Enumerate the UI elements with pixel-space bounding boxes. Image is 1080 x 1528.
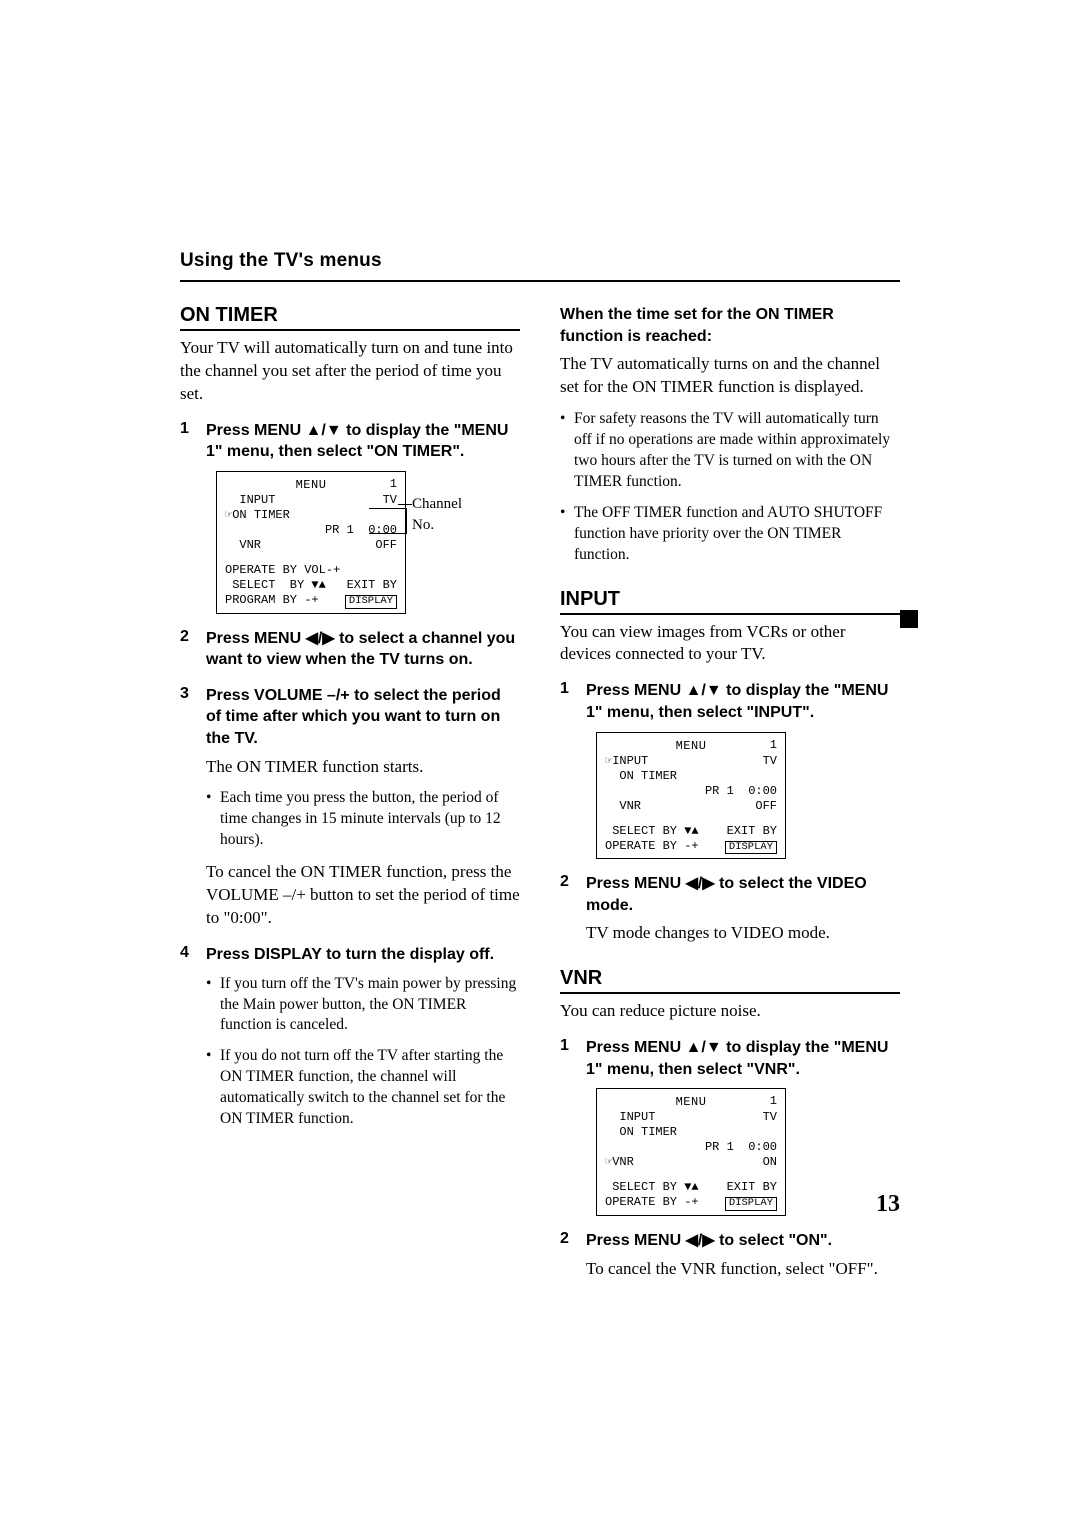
step-2-text: Press MENU ◀/▶ to select a channel you w… bbox=[206, 628, 520, 671]
osd-1-callout: Channel No. bbox=[412, 494, 462, 536]
breadcrumb-title: Using the TV's menus bbox=[180, 250, 900, 282]
step-number: 3 bbox=[180, 685, 194, 750]
step-number: 1 bbox=[180, 420, 194, 463]
on-timer-intro: Your TV will automatically turn on and t… bbox=[180, 337, 520, 406]
input-step-2: 2 Press MENU ◀/▶ to select the VIDEO mod… bbox=[560, 873, 900, 916]
bullet: The OFF TIMER function and AUTO SHUTOFF … bbox=[560, 503, 900, 566]
vnr-step-1: 1 Press MENU ▲/▼ to display the "MENU 1"… bbox=[560, 1037, 900, 1080]
step-2: 2 Press MENU ◀/▶ to select a channel you… bbox=[180, 628, 520, 671]
bullet: If you do not turn off the TV after star… bbox=[206, 1046, 520, 1130]
step-3-body2: To cancel the ON TIMER function, press t… bbox=[206, 861, 520, 930]
heading-rule bbox=[180, 329, 520, 331]
osd-2-num: 1 bbox=[770, 738, 777, 753]
step-number: 1 bbox=[560, 1037, 574, 1080]
bullet: For safety reasons the TV will automatic… bbox=[560, 409, 900, 493]
vnr-step-2-text: Press MENU ◀/▶ to select "ON". bbox=[586, 1230, 832, 1252]
osd-1-title: MENU bbox=[225, 478, 397, 493]
page-container: Using the TV's menus ON TIMER Your TV wi… bbox=[0, 0, 1080, 1350]
step-4-bullets: If you turn off the TV's main power by p… bbox=[206, 974, 520, 1130]
display-box: DISPLAY bbox=[725, 841, 777, 855]
display-box: DISPLAY bbox=[345, 595, 397, 609]
step-1-text: Press MENU ▲/▼ to display the "MENU 1" m… bbox=[206, 420, 520, 463]
heading-rule bbox=[560, 992, 900, 994]
when-body: The TV automatically turns on and the ch… bbox=[560, 353, 900, 399]
osd-1-wrap: 1 MENU INPUTTV ☞ON TIMER PR 1 0:00 VNROF… bbox=[216, 471, 520, 614]
input-intro: You can view images from VCRs or other d… bbox=[560, 621, 900, 667]
step-number: 2 bbox=[180, 628, 194, 671]
columns: ON TIMER Your TV will automatically turn… bbox=[180, 304, 900, 1290]
step-number: 2 bbox=[560, 1230, 574, 1252]
input-step-1: 1 Press MENU ▲/▼ to display the "MENU 1"… bbox=[560, 680, 900, 723]
vnr-intro: You can reduce picture noise. bbox=[560, 1000, 900, 1023]
step-4-text: Press DISPLAY to turn the display off. bbox=[206, 944, 494, 966]
page-tab-icon bbox=[900, 610, 918, 628]
osd-1: 1 MENU INPUTTV ☞ON TIMER PR 1 0:00 VNROF… bbox=[216, 471, 406, 614]
step-4: 4 Press DISPLAY to turn the display off. bbox=[180, 944, 520, 966]
bullet: Each time you press the button, the peri… bbox=[206, 788, 520, 851]
vnr-step-2: 2 Press MENU ◀/▶ to select "ON". bbox=[560, 1230, 900, 1252]
heading-on-timer: ON TIMER bbox=[180, 304, 520, 327]
osd-1-num: 1 bbox=[390, 477, 397, 492]
input-step-1-text: Press MENU ▲/▼ to display the "MENU 1" m… bbox=[586, 680, 900, 723]
vnr-step-2-body: To cancel the VNR function, select "OFF"… bbox=[586, 1258, 900, 1281]
osd-3: 1 MENU INPUTTV ON TIMER PR 1 0:00 ☞VNRON… bbox=[596, 1088, 786, 1216]
osd-3-wrap: 1 MENU INPUTTV ON TIMER PR 1 0:00 ☞VNRON… bbox=[596, 1088, 900, 1216]
right-column: When the time set for the ON TIMER funct… bbox=[560, 304, 900, 1290]
heading-vnr: VNR bbox=[560, 967, 900, 990]
display-box: DISPLAY bbox=[725, 1197, 777, 1211]
input-step-2-body: TV mode changes to VIDEO mode. bbox=[586, 922, 900, 945]
heading-rule bbox=[560, 613, 900, 615]
osd-2-wrap: 1 MENU ☞INPUTTV ON TIMER PR 1 0:00 VNROF… bbox=[596, 732, 900, 860]
step-3-text: Press VOLUME –/+ to select the period of… bbox=[206, 685, 520, 750]
osd-2-title: MENU bbox=[605, 739, 777, 754]
when-bullets: For safety reasons the TV will automatic… bbox=[560, 409, 900, 565]
vnr-step-1-text: Press MENU ▲/▼ to display the "MENU 1" m… bbox=[586, 1037, 900, 1080]
step-3-body: The ON TIMER function starts. bbox=[206, 756, 520, 779]
heading-input: INPUT bbox=[560, 588, 900, 611]
step-number: 1 bbox=[560, 680, 574, 723]
input-step-2-text: Press MENU ◀/▶ to select the VIDEO mode. bbox=[586, 873, 900, 916]
when-head: When the time set for the ON TIMER funct… bbox=[560, 304, 900, 347]
step-1: 1 Press MENU ▲/▼ to display the "MENU 1"… bbox=[180, 420, 520, 463]
page-number: 13 bbox=[876, 1191, 900, 1218]
osd-3-num: 1 bbox=[770, 1094, 777, 1109]
osd-2: 1 MENU ☞INPUTTV ON TIMER PR 1 0:00 VNROF… bbox=[596, 732, 786, 860]
osd-3-title: MENU bbox=[605, 1095, 777, 1110]
step-number: 2 bbox=[560, 873, 574, 916]
bullet: If you turn off the TV's main power by p… bbox=[206, 974, 520, 1037]
step-number: 4 bbox=[180, 944, 194, 966]
left-column: ON TIMER Your TV will automatically turn… bbox=[180, 304, 520, 1290]
step-3-bullets: Each time you press the button, the peri… bbox=[206, 788, 520, 851]
step-3: 3 Press VOLUME –/+ to select the period … bbox=[180, 685, 520, 750]
